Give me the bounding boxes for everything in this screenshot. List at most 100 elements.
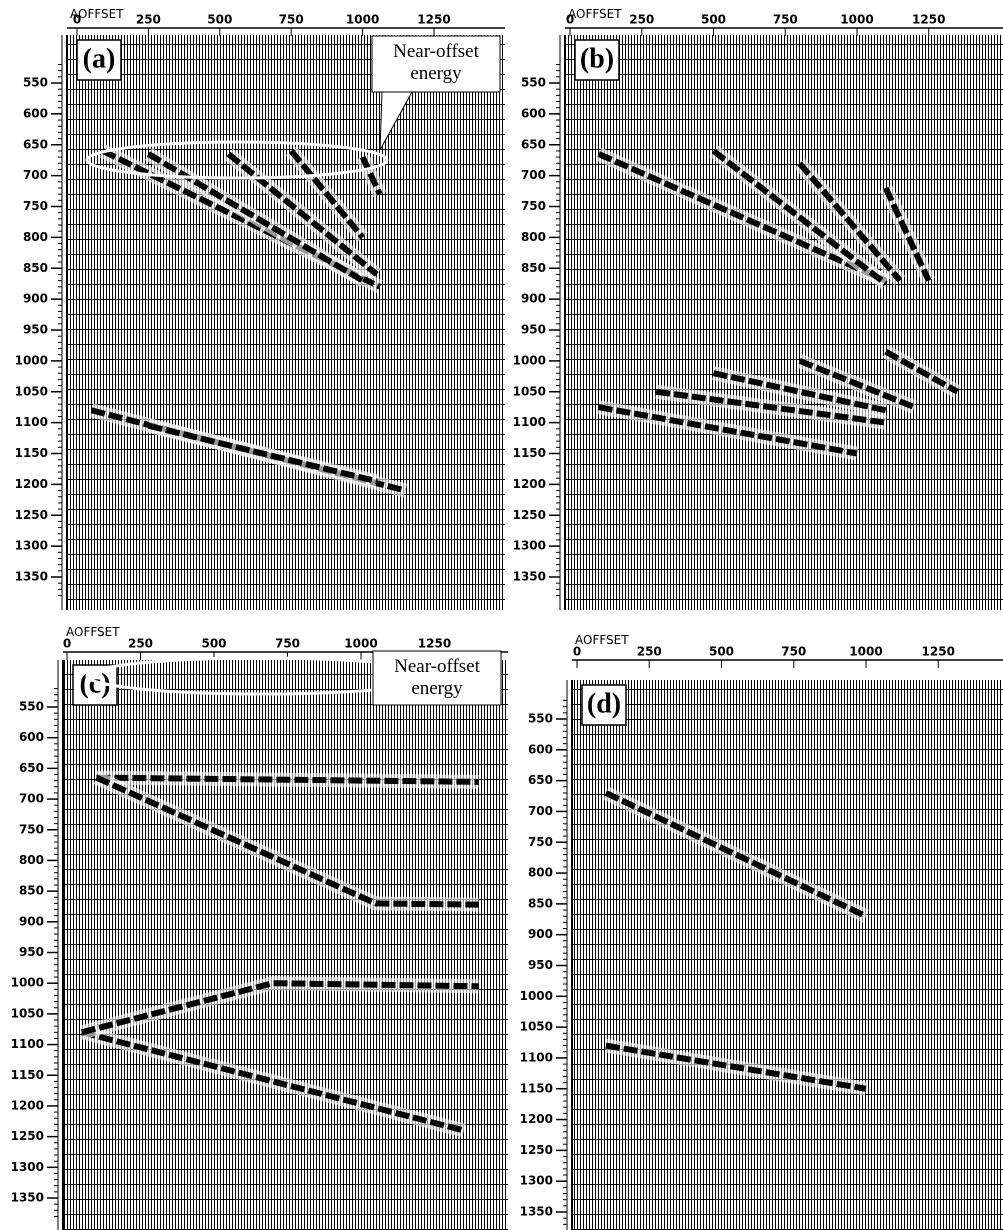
y-tick-label: 650 (23, 137, 48, 151)
y-tick-label: 1350 (11, 1191, 44, 1205)
x-tick-label: 750 (773, 13, 798, 27)
trace-area (67, 35, 505, 610)
x-tick-label: 750 (781, 645, 806, 659)
x-tick-label: 1250 (418, 637, 451, 651)
y-tick-label: 700 (521, 168, 546, 182)
y-tick-label: 1300 (11, 1160, 44, 1174)
y-tick-label: 1250 (513, 508, 546, 522)
axis-title: AOFFSET (575, 633, 629, 647)
y-tick-label: 1100 (513, 415, 546, 429)
x-tick-label: 1000 (344, 637, 377, 651)
y-tick-label: 850 (521, 261, 546, 275)
y-tick-label: 1100 (520, 1050, 553, 1064)
y-tick-label: 650 (528, 773, 553, 787)
x-tick-label: 500 (701, 13, 726, 27)
y-tick-label: 700 (19, 792, 44, 806)
y-tick-label: 1050 (513, 384, 546, 398)
y-tick-label: 650 (19, 761, 44, 775)
y-tick-label: 1200 (513, 477, 546, 491)
y-tick-label: 1300 (513, 539, 546, 553)
x-tick-label: 250 (637, 645, 662, 659)
y-tick-label: 1200 (520, 1112, 553, 1126)
x-tick-label: 500 (201, 637, 226, 651)
y-tick-label: 750 (528, 835, 553, 849)
x-tick-label: 250 (629, 13, 654, 27)
y-tick-label: 1250 (520, 1143, 553, 1157)
y-tick-label: 600 (23, 106, 48, 120)
axis-title: AOFFSET (568, 7, 622, 21)
y-tick-label: 1050 (520, 1020, 553, 1034)
panel-label: (a) (83, 43, 116, 74)
y-tick-label: 550 (19, 700, 44, 714)
y-tick-label: 600 (528, 742, 553, 756)
y-tick-label: 800 (528, 866, 553, 880)
y-tick-label: 1150 (15, 446, 48, 460)
y-tick-label: 550 (23, 76, 48, 90)
panel-label: (b) (580, 43, 614, 74)
y-tick-label: 1150 (11, 1068, 44, 1082)
x-tick-label: 750 (275, 637, 300, 651)
x-tick-label: 0 (63, 637, 71, 651)
y-tick-label: 1150 (520, 1081, 553, 1095)
y-tick-label: 1300 (520, 1174, 553, 1188)
y-tick-label: 750 (23, 199, 48, 213)
x-tick-label: 500 (709, 645, 734, 659)
y-tick-label: 750 (19, 822, 44, 836)
annotation-text: energy (410, 63, 462, 84)
y-tick-label: 800 (521, 230, 546, 244)
y-tick-label: 1350 (15, 570, 48, 584)
y-tick-label: 950 (19, 945, 44, 959)
y-tick-label: 700 (528, 804, 553, 818)
y-tick-label: 550 (521, 76, 546, 90)
x-tick-label: 1000 (346, 13, 379, 27)
x-tick-label: 750 (279, 13, 304, 27)
y-tick-label: 1000 (11, 976, 44, 990)
trace-area (63, 660, 508, 1230)
y-tick-label: 950 (23, 323, 48, 337)
y-tick-label: 1050 (15, 384, 48, 398)
axis-title: AOFFSET (66, 625, 120, 639)
annotation-text: Near-offset (393, 41, 479, 62)
y-tick-label: 1250 (15, 508, 48, 522)
x-tick-label: 1250 (417, 13, 450, 27)
y-tick-label: 1250 (11, 1129, 44, 1143)
y-tick-label: 650 (521, 137, 546, 151)
y-tick-label: 900 (528, 927, 553, 941)
y-tick-label: 800 (19, 853, 44, 867)
y-tick-label: 1000 (520, 989, 553, 1003)
figure: AOFFSET025050075010001250550600650700750… (0, 0, 1003, 1230)
x-tick-label: 0 (566, 13, 574, 27)
x-tick-label: 1250 (912, 13, 945, 27)
x-tick-label: 1000 (849, 645, 882, 659)
y-tick-label: 1350 (513, 570, 546, 584)
y-tick-label: 1150 (513, 446, 546, 460)
y-tick-label: 1300 (15, 539, 48, 553)
y-tick-label: 1050 (11, 1006, 44, 1020)
x-tick-label: 1250 (922, 645, 955, 659)
y-tick-label: 1100 (11, 1037, 44, 1051)
y-tick-label: 700 (23, 168, 48, 182)
annotation-text: energy (411, 678, 463, 699)
y-tick-label: 1000 (15, 353, 48, 367)
y-tick-label: 800 (23, 230, 48, 244)
y-tick-label: 1100 (15, 415, 48, 429)
x-tick-label: 250 (136, 13, 161, 27)
y-tick-label: 750 (521, 199, 546, 213)
trace-area (572, 680, 1003, 1230)
x-tick-label: 1000 (840, 13, 873, 27)
y-tick-label: 600 (521, 106, 546, 120)
y-tick-label: 1200 (11, 1098, 44, 1112)
x-tick-label: 0 (73, 13, 81, 27)
y-tick-label: 850 (528, 896, 553, 910)
y-tick-label: 1350 (520, 1205, 553, 1219)
x-tick-label: 0 (573, 645, 581, 659)
y-tick-label: 1000 (513, 353, 546, 367)
y-tick-label: 550 (528, 712, 553, 726)
y-tick-label: 900 (521, 292, 546, 306)
x-tick-label: 500 (207, 13, 232, 27)
trace-area (565, 35, 1003, 610)
y-tick-label: 1200 (15, 477, 48, 491)
